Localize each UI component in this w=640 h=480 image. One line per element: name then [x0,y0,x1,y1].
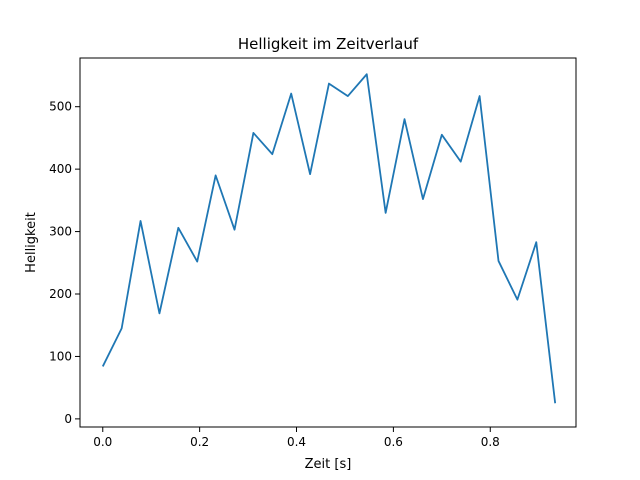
x-axis-label: Zeit [s] [305,457,352,472]
x-tick-label: 0.2 [190,435,209,449]
x-axis: 0.0 0.2 0.4 0.6 0.8 [93,427,500,449]
x-tick-label: 0.6 [384,435,403,449]
axes-frame [79,57,577,428]
y-tick-label: 200 [49,287,72,301]
y-axis-label: Helligkeit [24,212,39,273]
x-tick-label: 0.0 [93,435,112,449]
y-tick-label: 300 [49,225,72,239]
y-tick-label: 0 [64,412,72,426]
plot-area [101,73,557,404]
series-line-0 [101,73,557,404]
y-tick-label: 100 [49,349,72,363]
x-tick-label: 0.8 [481,435,500,449]
y-tick-label: 500 [49,100,72,114]
x-tick-label: 0.4 [287,435,306,449]
chart-title: Helligkeit im Zeitverlauf [238,35,419,53]
y-axis: 0 100 200 300 400 500 [49,100,80,426]
y-tick-label: 400 [49,162,72,176]
